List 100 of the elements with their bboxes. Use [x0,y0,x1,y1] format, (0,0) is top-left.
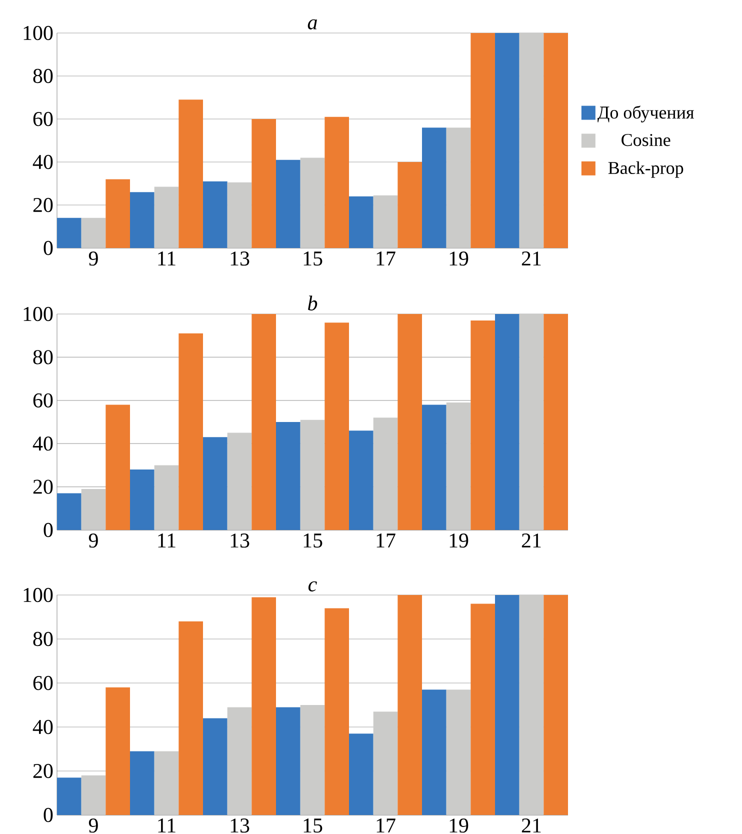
bar [130,470,154,530]
bar [373,195,398,248]
x-tick-label: 11 [158,534,176,548]
x-tick-label: 17 [376,534,396,548]
bar [544,594,568,815]
x-tick-label: 13 [230,534,250,548]
bar [470,32,496,248]
bar [519,314,544,530]
bar [398,162,422,248]
y-tick-label: 60 [33,393,53,408]
bar [349,734,374,815]
bar [422,404,446,530]
x-tick-label: 19 [450,534,468,548]
bar [276,422,300,530]
bar [178,621,203,815]
y-tick-label: 60 [33,112,53,126]
bar [373,418,398,530]
legend-label: Cosine [622,134,670,146]
bar [227,182,252,248]
y-tick-label: 20 [33,480,53,494]
x-tick-label: 9 [88,252,98,266]
bar [470,320,496,530]
y-tick-label: 40 [32,154,53,170]
bar [446,128,471,248]
y-tick-label: 80 [33,350,53,364]
bar [203,718,228,815]
x-tick-label: 21 [522,818,541,832]
x-tick-label: 15 [304,818,322,833]
x-tick-label: 17 [376,818,396,832]
bar [495,32,520,248]
x-tick-label: 15 [304,534,322,548]
y-tick-label: 60 [33,676,53,690]
x-tick-label: 9 [88,818,98,833]
bar [130,192,154,248]
x-tick-label: 19 [450,818,468,833]
y-tick-label: 40 [32,436,53,451]
chart-title: c [308,581,317,592]
bar [446,690,471,815]
bar [227,707,252,815]
bar [178,100,203,248]
bar [324,322,349,530]
x-tick-label: 11 [158,818,176,832]
bar [324,608,349,815]
bar [252,314,276,530]
x-tick-label: 13 [230,252,250,266]
x-tick-label: 21 [522,534,541,548]
x-tick-label: 21 [522,252,541,266]
y-tick-label: 40 [32,720,53,734]
bar [495,594,520,815]
y-tick-label: 80 [33,632,53,646]
legend-label: Back-prop [608,161,684,178]
bar [57,778,82,815]
bar [470,604,496,815]
bar [300,420,325,530]
y-tick-label: 0 [44,522,53,538]
y-tick-label: 20 [33,198,53,212]
bar [422,690,446,815]
x-tick-label: 19 [450,252,468,266]
bar [252,597,276,815]
bar [276,707,300,815]
bar [203,181,228,248]
bar [544,32,568,248]
bar [252,118,276,248]
bar [106,179,130,248]
bar [227,432,252,530]
bar [300,704,325,815]
bar [422,128,446,248]
bar [544,314,568,530]
bar [178,333,203,530]
y-tick-label: 80 [33,68,53,84]
bar [495,314,520,530]
x-tick-label: 15 [304,252,322,266]
bar [373,712,398,815]
y-tick-label: 0 [44,808,53,822]
y-tick-label: 100 [24,588,53,602]
bar [203,437,228,530]
bar [446,402,471,530]
bar [106,404,130,530]
bar [57,493,82,530]
bar [154,751,179,815]
bar [57,218,82,248]
bar [154,186,179,248]
bar [519,32,544,248]
bar [324,116,349,248]
bar [349,430,374,530]
bar [519,594,544,815]
x-tick-label: 11 [158,252,176,266]
chart-title: b [308,296,318,310]
bar [349,196,374,248]
bar [81,218,106,248]
bar [130,751,154,815]
x-tick-label: 13 [230,818,250,833]
y-tick-label: 20 [33,764,53,778]
x-tick-label: 9 [88,534,98,548]
y-tick-label: 0 [44,240,53,256]
bar [398,314,422,530]
bar [300,158,325,248]
chart-title: a [308,19,317,30]
bar [81,775,106,815]
bar [154,465,179,530]
